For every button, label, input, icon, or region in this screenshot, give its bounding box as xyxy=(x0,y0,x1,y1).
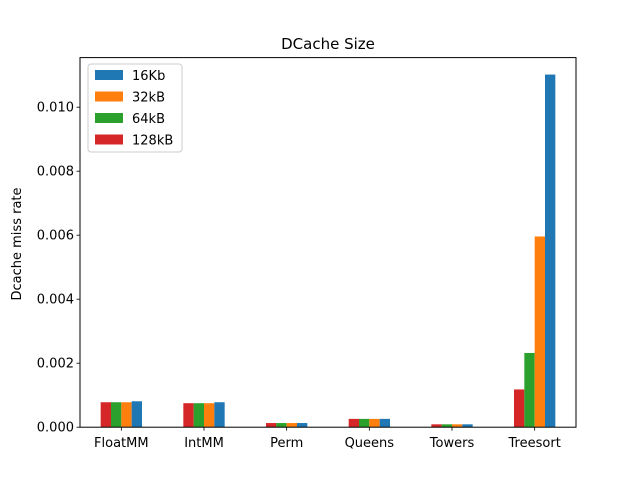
y-tick-label: 0.004 xyxy=(37,293,74,308)
legend-swatch-16Kb xyxy=(95,70,123,80)
bar-64kB-Perm xyxy=(276,423,287,428)
y-tick-label: 0.000 xyxy=(37,421,74,436)
x-axis: FloatMM IntMM Perm Queens Towers Treesort xyxy=(94,427,561,451)
legend-label-16Kb: 16Kb xyxy=(132,69,165,84)
bar-64kB-Treesort xyxy=(524,352,535,428)
bar-64kB-IntMM xyxy=(193,403,204,428)
plot-frame xyxy=(79,57,577,428)
x-tick-label: FloatMM xyxy=(94,436,149,451)
bar-32kB-Treesort xyxy=(534,236,545,428)
x-tick-label: Perm xyxy=(270,436,303,451)
legend-swatch-64kB xyxy=(95,113,123,123)
legend: 16Kb 32kB 64kB 128kB xyxy=(87,63,183,153)
legend-swatch-32kB xyxy=(95,91,123,102)
bar-32kB-Perm xyxy=(286,423,297,428)
bar-16Kb-Queens xyxy=(379,418,390,428)
legend-label-64kB: 64kB xyxy=(132,112,165,127)
bar-16Kb-Towers xyxy=(462,424,473,428)
bar-64kB-Queens xyxy=(359,418,370,428)
bar-64kB-Towers xyxy=(441,424,452,428)
bar-128kB-IntMM xyxy=(183,403,194,428)
legend-swatch-128kB xyxy=(95,134,123,145)
bar-128kB-FloatMM xyxy=(100,402,111,428)
legend-label-32kB: 32kB xyxy=(132,91,165,106)
x-tick-label: Treesort xyxy=(508,436,561,451)
bar-128kB-Treesort xyxy=(514,389,525,428)
y-axis: 0.000 0.002 0.004 0.006 0.008 0.010 xyxy=(37,101,80,436)
bar-16Kb-Treesort xyxy=(545,74,556,428)
bar-32kB-FloatMM xyxy=(121,402,132,428)
y-tick-label: 0.008 xyxy=(37,165,74,180)
bar-32kB-Towers xyxy=(452,424,463,428)
x-tick-label: Queens xyxy=(345,436,395,451)
legend-label-128kB: 128kB xyxy=(132,134,173,149)
y-axis-label: Dcache miss rate xyxy=(10,187,25,300)
bar-16Kb-IntMM xyxy=(214,402,225,428)
bars-group xyxy=(100,74,556,428)
x-tick-label: IntMM xyxy=(184,436,224,451)
bar-16Kb-Perm xyxy=(297,423,308,428)
bar-64kB-FloatMM xyxy=(111,402,122,428)
legend-frame xyxy=(87,63,183,153)
y-tick-label: 0.010 xyxy=(37,101,74,116)
bar-128kB-Perm xyxy=(266,423,277,428)
x-tick-label: Towers xyxy=(429,436,475,451)
bar-32kB-Queens xyxy=(369,418,380,428)
bar-128kB-Towers xyxy=(431,424,442,428)
bar-32kB-IntMM xyxy=(204,403,215,428)
y-tick-label: 0.002 xyxy=(37,357,74,372)
y-tick-label: 0.006 xyxy=(37,229,74,244)
bar-16Kb-FloatMM xyxy=(131,401,142,428)
chart-title: DCache Size xyxy=(281,35,375,53)
bar-128kB-Queens xyxy=(348,418,359,428)
